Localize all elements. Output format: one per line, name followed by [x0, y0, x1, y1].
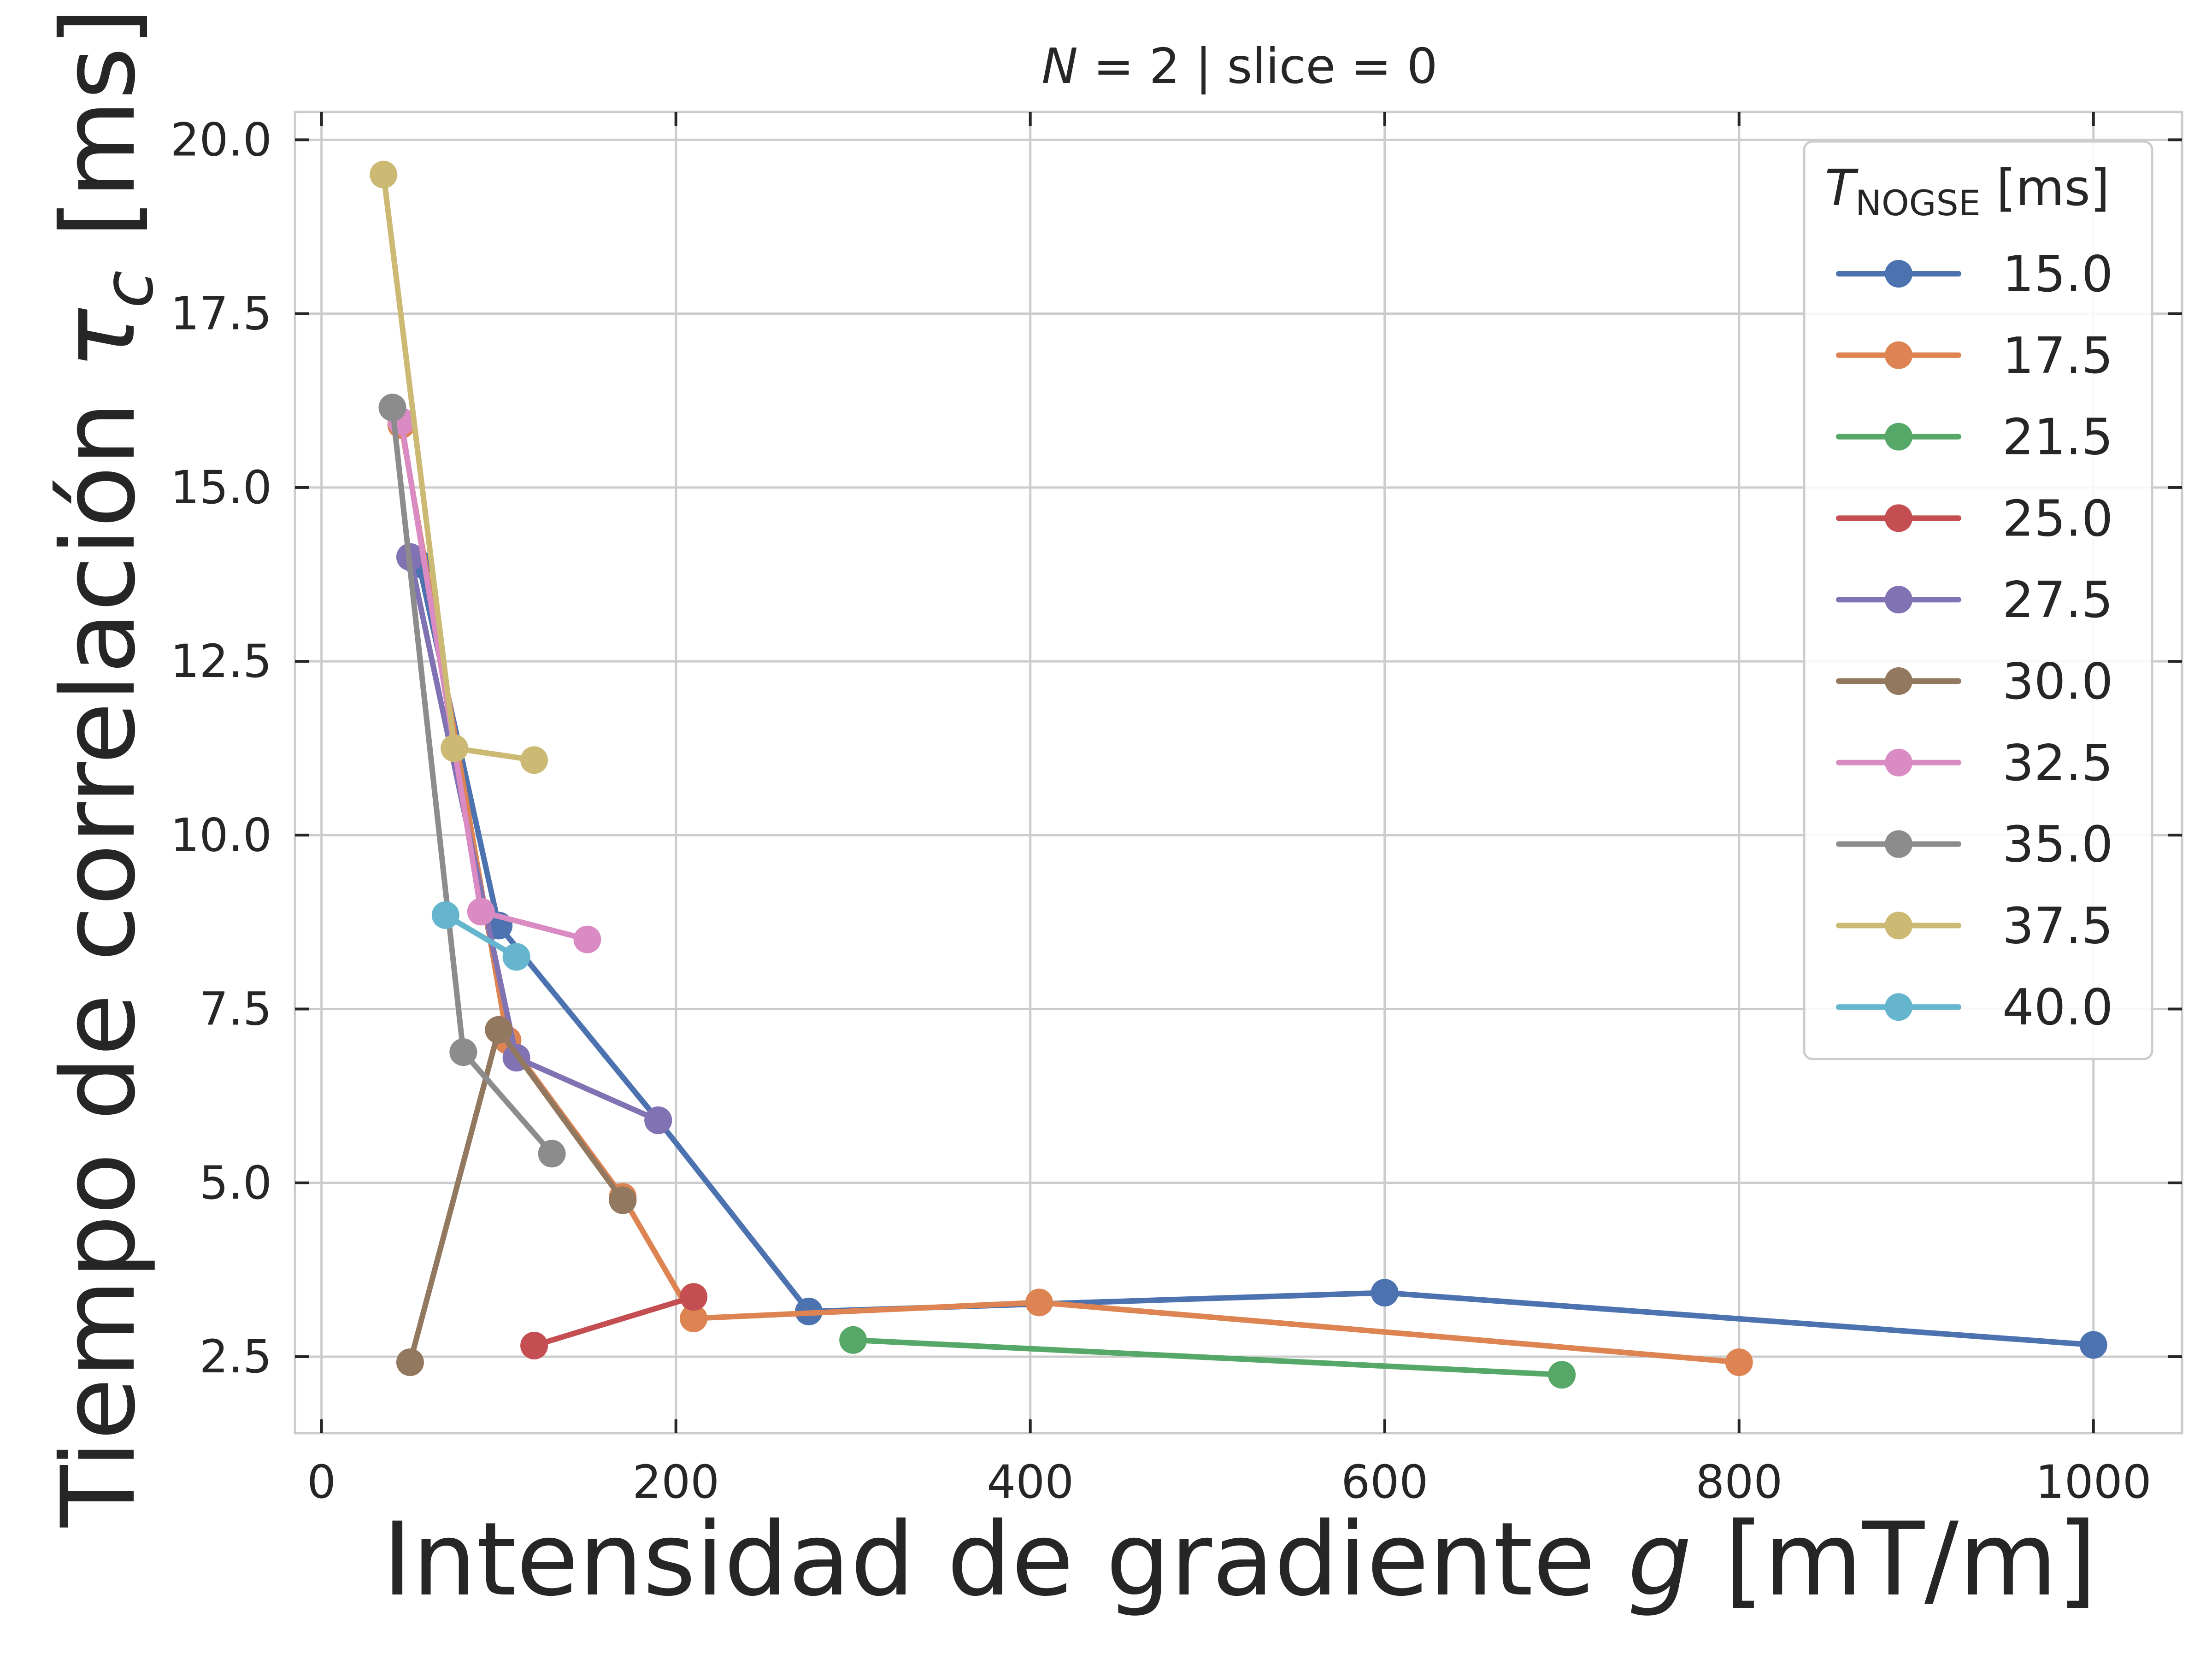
legend-marker: [1885, 586, 1912, 614]
x-axis-label: Intensidad de gradiente g [mT/m]: [382, 1500, 2097, 1618]
y-axis-label-subscript: c: [88, 270, 169, 308]
legend-entry: 15.0: [1836, 246, 2113, 303]
data-point: [378, 394, 406, 422]
series-line: [531, 1294, 697, 1348]
legend-title: TNOGSE [ms]: [1825, 159, 2110, 224]
legend-title-subscript: NOGSE: [1855, 182, 1981, 224]
y-axis-label-text: Tiempo de correlación: [40, 369, 158, 1528]
series-35.0: [378, 394, 566, 1168]
legend-entry: 27.5: [1836, 571, 2113, 629]
data-point: [538, 1140, 566, 1168]
series-group: [370, 160, 2107, 1389]
legend-label: 15.0: [2002, 246, 2113, 303]
y-tick-label: 15.0: [171, 461, 272, 514]
legend-entry: 35.0: [1836, 816, 2113, 874]
legend-entry: 32.5: [1836, 735, 2113, 792]
series-40.0: [431, 901, 530, 971]
data-point: [370, 160, 398, 188]
legend-label: 25.0: [2002, 490, 2113, 547]
legend-label: 40.0: [2002, 979, 2113, 1036]
x-axis-label-variable: g: [1628, 1500, 1692, 1618]
legend-marker: [1885, 504, 1912, 532]
series-37.5: [370, 160, 548, 774]
y-tick-label: 12.5: [171, 635, 272, 688]
legend-entry: 37.5: [1836, 897, 2113, 955]
legend-entry: 25.0: [1836, 490, 2113, 547]
series-30.0: [396, 1016, 637, 1377]
chart-title: N = 2 | slice = 0: [1041, 38, 1437, 95]
legend-label: 30.0: [2002, 653, 2113, 711]
series-line: [416, 561, 2096, 1348]
data-point: [520, 746, 548, 774]
y-tick-label: 7.5: [200, 983, 272, 1036]
legend-label: 32.5: [2002, 735, 2113, 792]
y-axis-label: Tiempo de correlación τc [ms]: [40, 7, 169, 1528]
data-point: [1548, 1361, 1576, 1389]
data-point: [431, 901, 459, 929]
data-point: [1371, 1279, 1399, 1307]
data-point: [1725, 1348, 1753, 1377]
legend-entry: 21.5: [1836, 409, 2113, 466]
data-point: [644, 1106, 672, 1134]
x-tick-label: 200: [632, 1456, 719, 1509]
data-point: [441, 734, 469, 762]
legend-marker: [1885, 667, 1912, 695]
legend: TNOGSE [ms] 15.0 17.5 21.5 25.0 27.5 30.0 32.5…: [1803, 140, 2153, 1060]
x-tick-label: 1000: [2036, 1456, 2152, 1509]
y-tick-label: 10.0: [171, 809, 272, 862]
legend-box: [1803, 140, 2153, 1060]
data-point: [680, 1283, 708, 1311]
legend-label: 21.5: [2002, 409, 2113, 466]
y-tick-label: 17.5: [171, 288, 272, 341]
data-point: [502, 943, 530, 971]
legend-marker: [1885, 993, 1912, 1021]
y-tick-label: 20.0: [171, 113, 272, 166]
data-point: [573, 925, 601, 953]
x-tick-label: 800: [1695, 1456, 1783, 1509]
legend-entry: 17.5: [1836, 327, 2113, 385]
legend-entry: 40.0: [1836, 979, 2113, 1036]
x-axis-label-text: Intensidad de gradiente: [382, 1500, 1628, 1618]
legend-label: 35.0: [2002, 816, 2113, 874]
data-point: [449, 1038, 477, 1066]
legend-title-variable: T: [1825, 159, 1859, 217]
data-point: [520, 1331, 548, 1359]
y-tick-label: 5.0: [200, 1157, 272, 1210]
legend-marker: [1885, 423, 1912, 451]
legend-entry: 30.0: [1836, 653, 2113, 711]
data-point: [467, 898, 495, 926]
data-point: [1025, 1288, 1053, 1317]
x-tick-label: 600: [1341, 1456, 1428, 1509]
data-point: [2079, 1331, 2107, 1359]
legend-title-unit: [ms]: [1981, 159, 2110, 217]
data-point: [485, 1016, 513, 1044]
y-axis-label-variable: τ: [40, 307, 158, 369]
data-point: [396, 1348, 424, 1377]
x-tick-label: 0: [307, 1456, 336, 1509]
series-line: [850, 1337, 1565, 1378]
data-point: [839, 1326, 867, 1354]
legend-label: 27.5: [2002, 571, 2113, 629]
series-21.5: [839, 1326, 1576, 1389]
data-point: [680, 1305, 708, 1333]
series-25.0: [520, 1283, 708, 1359]
y-axis-label-unit: [ms]: [40, 7, 158, 271]
legend-marker: [1885, 912, 1912, 940]
plot-frame: [294, 111, 2183, 1435]
y-tick-label: 2.5: [200, 1330, 272, 1383]
legend-marker: [1885, 341, 1912, 369]
legend-marker: [1885, 748, 1912, 777]
data-point: [609, 1186, 637, 1214]
legend-marker: [1885, 260, 1912, 288]
ticks: 0 200 400 600 800 1000 2.5 5.0 7.5 10.0 12.5 15.0 17…: [171, 112, 2182, 1509]
title-variable: N: [1041, 38, 1078, 94]
title-text: = 2 | slice = 0: [1078, 38, 1438, 95]
legend-marker: [1885, 830, 1912, 858]
legend-label: 17.5: [2002, 327, 2113, 385]
x-axis-label-unit: [mT/m]: [1692, 1500, 2097, 1618]
legend-label: 37.5: [2002, 897, 2113, 955]
x-tick-label: 400: [987, 1456, 1074, 1509]
legend-entries: 15.0 17.5 21.5 25.0 27.5 30.0 32.5 35.0 37.5 40.0: [1836, 246, 2113, 1036]
